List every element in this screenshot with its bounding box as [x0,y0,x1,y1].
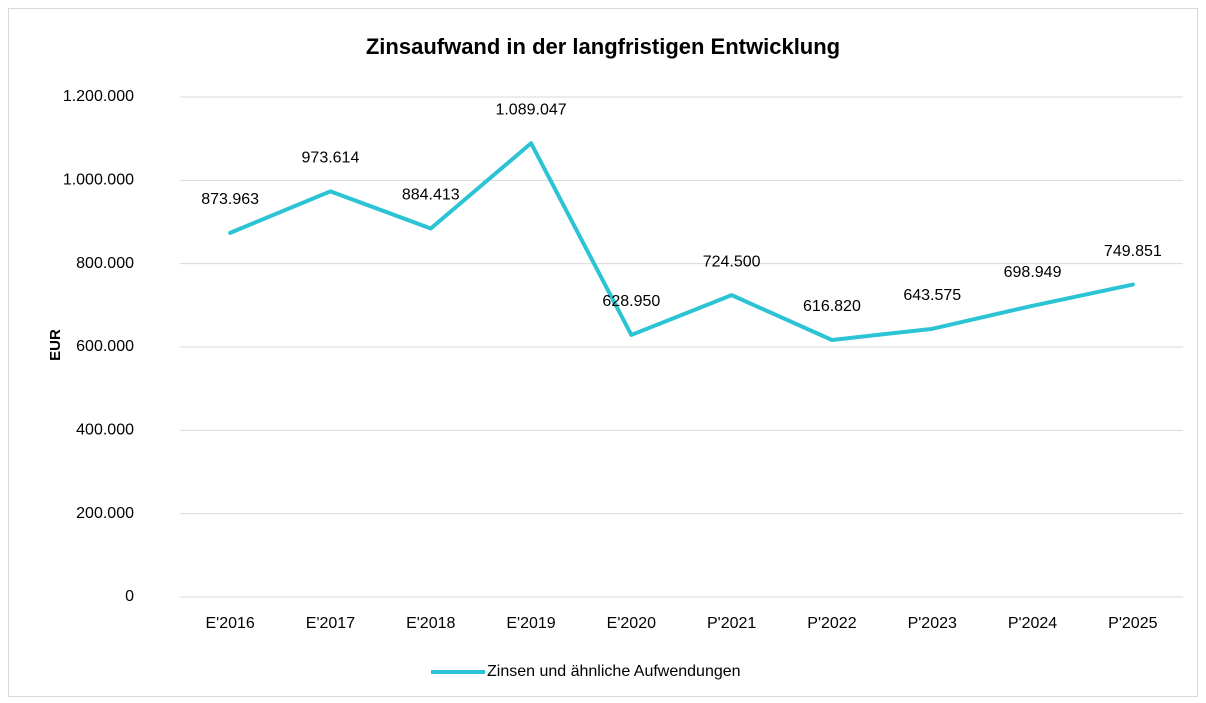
y-tick-label: 600.000 [76,338,134,355]
y-tick-label: 1.200.000 [63,88,134,105]
y-tick-label: 0 [125,588,134,605]
y-tick-label: 1.000.000 [63,172,134,189]
data-label: 1.089.047 [495,101,566,118]
x-tick-label: E'2020 [607,615,656,632]
y-tick-label: 400.000 [76,422,134,439]
x-tick-label: P'2021 [707,615,756,632]
x-tick-label: E'2019 [506,615,555,632]
data-label: 643.575 [903,287,961,304]
data-label: 884.413 [402,187,460,204]
x-tick-label: P'2025 [1108,615,1157,632]
x-tick-label: P'2024 [1008,615,1057,632]
x-tick-label: E'2017 [306,615,355,632]
chart-border [8,8,1198,697]
y-axis-title: EUR [47,329,64,361]
legend-label: Zinsen und ähnliche Aufwendungen [487,663,741,680]
chart-title: Zinsaufwand in der langfristigen Entwick… [366,34,840,59]
x-tick-label: E'2016 [205,615,254,632]
x-tick-label: P'2022 [807,615,856,632]
data-label: 698.949 [1004,264,1062,281]
data-label: 749.851 [1104,243,1162,260]
data-label: 973.614 [302,150,360,167]
data-label: 628.950 [602,293,660,310]
y-tick-label: 200.000 [76,505,134,522]
y-tick-label: 800.000 [76,255,134,272]
x-tick-label: E'2018 [406,615,455,632]
x-tick-label: P'2023 [908,615,957,632]
data-label: 616.820 [803,298,861,315]
series-line [228,141,1135,342]
data-label: 873.963 [201,191,259,208]
data-label: 724.500 [703,253,761,270]
